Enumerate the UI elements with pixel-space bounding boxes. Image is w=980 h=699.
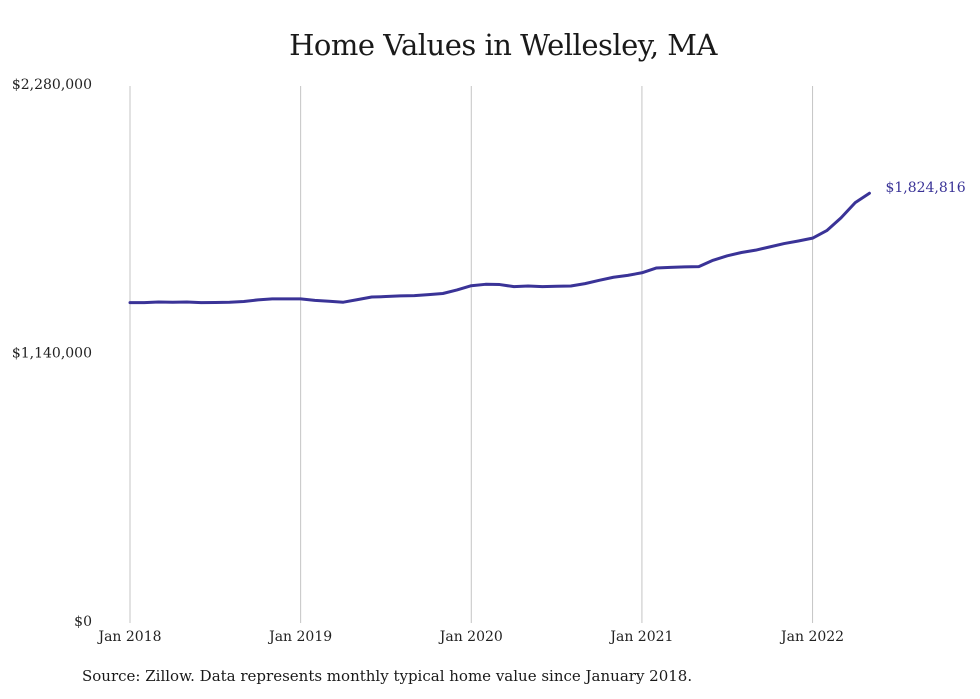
source-note: Source: Zillow. Data represents monthly … <box>82 667 693 685</box>
y-tick-label: $2,280,000 <box>12 77 92 93</box>
series-group <box>128 191 871 305</box>
x-tick-label: Jan 2021 <box>608 629 673 645</box>
x-tick-label: Jan 2018 <box>96 629 161 645</box>
y-tick-label: $1,140,000 <box>12 346 92 362</box>
x-tick-labels: Jan 2018 Jan 2019 Jan 2020 Jan 2021 Jan 2022 <box>96 629 844 645</box>
x-tick-label: Jan 2020 <box>438 629 503 645</box>
y-tick-labels: $0 $1,140,000 $2,280,000 <box>12 77 92 630</box>
end-label-group: $1,824,816 <box>885 180 965 196</box>
x-tick-label: Jan 2019 <box>267 629 332 645</box>
chart-title: Home Values in Wellesley, MA <box>289 28 717 62</box>
grid-lines <box>129 86 814 623</box>
x-tick-label: Jan 2022 <box>779 629 844 645</box>
series-line <box>128 191 871 305</box>
y-tick-label: $0 <box>74 614 92 630</box>
end-value-label: $1,824,816 <box>885 180 965 196</box>
